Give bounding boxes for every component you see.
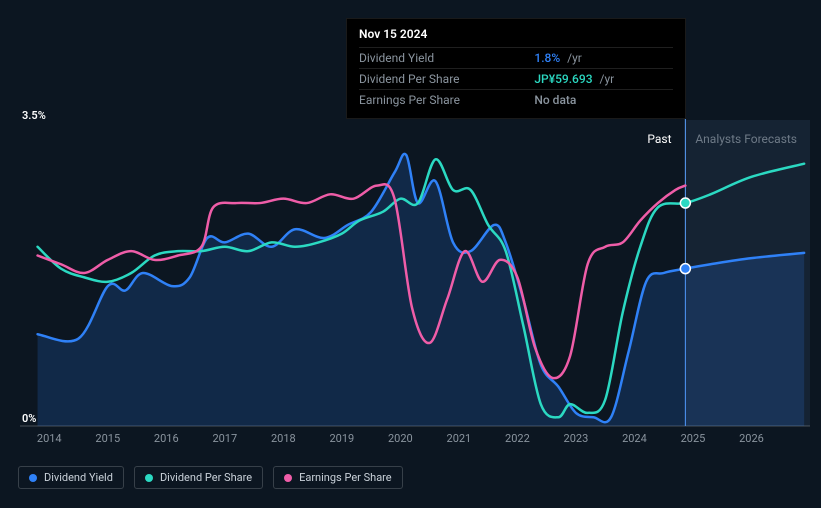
- x-tick-2014: 2014: [37, 432, 62, 445]
- x-tick-2018: 2018: [271, 432, 296, 445]
- legend-dot-icon: [145, 474, 153, 482]
- tooltip-row-label: Dividend Yield: [359, 48, 534, 69]
- legend-label: Dividend Per Share: [160, 471, 252, 484]
- tooltip-date: Nov 15 2024: [359, 27, 673, 47]
- legend-label: Earnings Per Share: [299, 471, 392, 484]
- legend-dot-icon: [284, 474, 292, 482]
- dividend_yield-marker: [680, 264, 690, 274]
- x-tick-2025: 2025: [681, 432, 706, 445]
- x-tick-2022: 2022: [505, 432, 530, 445]
- tooltip-row-value: No data: [534, 90, 673, 111]
- x-tick-2026: 2026: [739, 432, 764, 445]
- legend-dot-icon: [29, 474, 37, 482]
- legend-item-dividend-yield[interactable]: Dividend Yield: [18, 466, 124, 489]
- tooltip-row-value: 1.8% /yr: [534, 48, 673, 69]
- x-tick-2016: 2016: [154, 432, 179, 445]
- x-tick-2019: 2019: [329, 432, 354, 445]
- tooltip-table: Dividend Yield1.8% /yrDividend Per Share…: [359, 47, 673, 110]
- x-tick-2021: 2021: [447, 432, 472, 445]
- x-tick-2023: 2023: [564, 432, 589, 445]
- tooltip-row: Dividend Per ShareJP¥59.693 /yr: [359, 69, 673, 90]
- period-label-forecasts: Analysts Forecasts: [695, 132, 797, 146]
- y-tick-max: 3.5%: [22, 109, 46, 122]
- legend-label: Dividend Yield: [44, 471, 113, 484]
- legend-item-dividend-per-share[interactable]: Dividend Per Share: [134, 466, 263, 489]
- x-tick-2015: 2015: [95, 432, 120, 445]
- chart-container: 3.5% 0% 2014 2015 2016 2017 2018 2019 2020 2021…: [0, 0, 821, 508]
- legend: Dividend Yield Dividend Per Share Earnings…: [18, 466, 403, 489]
- tooltip-row-label: Earnings Per Share: [359, 90, 534, 111]
- y-tick-min: 0%: [22, 412, 36, 425]
- tooltip-row-label: Dividend Per Share: [359, 69, 534, 90]
- legend-item-earnings-per-share[interactable]: Earnings Per Share: [273, 466, 403, 489]
- x-tick-2020: 2020: [388, 432, 413, 445]
- x-tick-2017: 2017: [212, 432, 237, 445]
- tooltip-row-value: JP¥59.693 /yr: [534, 69, 673, 90]
- hover-tooltip: Nov 15 2024 Dividend Yield1.8% /yrDivide…: [346, 18, 686, 119]
- period-label-past: Past: [647, 132, 671, 146]
- dividend_per_share-marker: [680, 198, 690, 208]
- tooltip-row: Dividend Yield1.8% /yr: [359, 48, 673, 69]
- tooltip-row: Earnings Per ShareNo data: [359, 90, 673, 111]
- x-tick-2024: 2024: [622, 432, 647, 445]
